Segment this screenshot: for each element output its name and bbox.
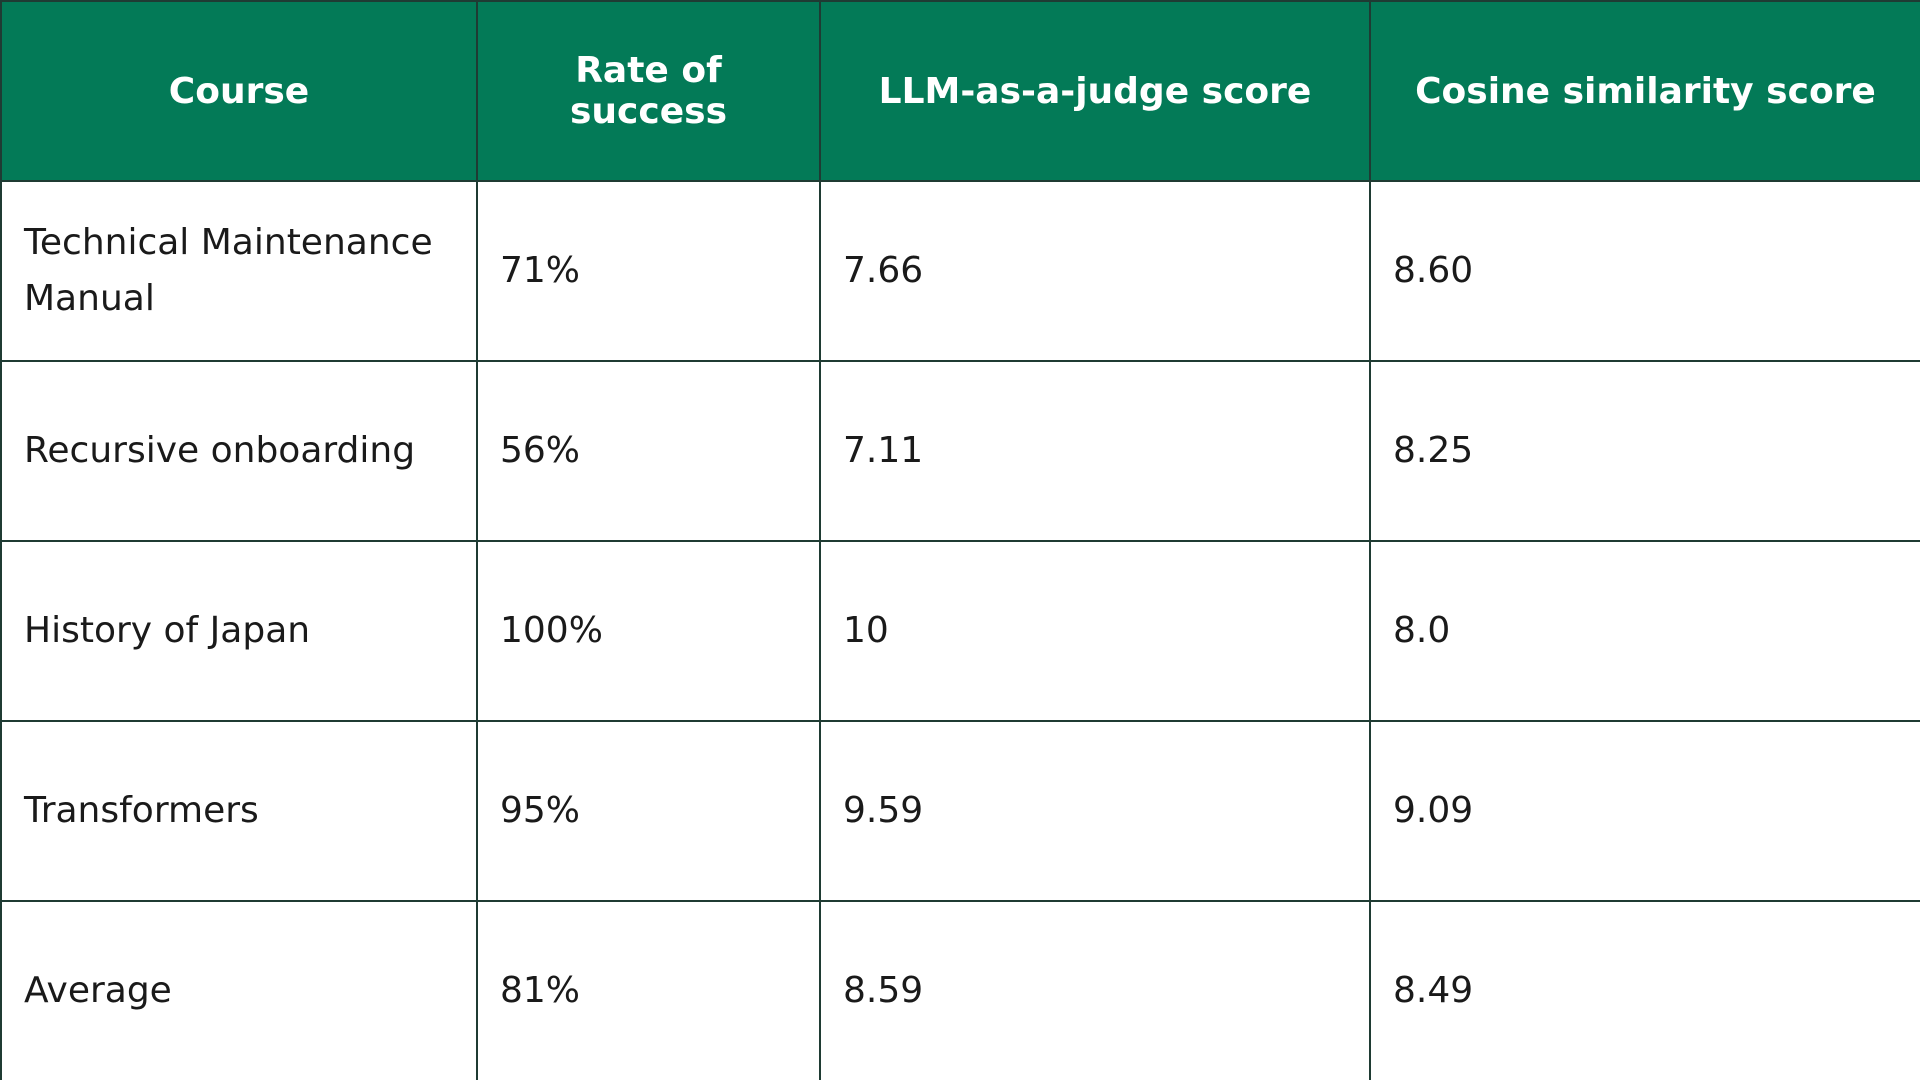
cell-llm-judge-score: 7.11 [819, 360, 1371, 542]
table-row: Technical Maintenance Manual 71% 7.66 8.… [0, 180, 1920, 362]
cell-course: Recursive onboarding [0, 360, 478, 542]
cell-course: Transformers [0, 720, 478, 902]
table-row: Recursive onboarding 56% 7.11 8.25 [0, 360, 1920, 542]
cell-course: History of Japan [0, 540, 478, 722]
cell-cosine-similarity-score: 8.25 [1369, 360, 1920, 542]
cell-rate-of-success: 81% [476, 900, 821, 1080]
cell-rate-of-success: 95% [476, 720, 821, 902]
cell-rate-of-success: 100% [476, 540, 821, 722]
cell-llm-judge-score: 10 [819, 540, 1371, 722]
cell-llm-judge-score: 8.59 [819, 900, 1371, 1080]
header-rate-of-success: Rate of success [476, 0, 821, 182]
cell-course: Average [0, 900, 478, 1080]
cell-llm-judge-score: 9.59 [819, 720, 1371, 902]
cell-cosine-similarity-score: 9.09 [1369, 720, 1920, 902]
table-row: Transformers 95% 9.59 9.09 [0, 720, 1920, 902]
cell-cosine-similarity-score: 8.60 [1369, 180, 1920, 362]
cell-cosine-similarity-score: 8.49 [1369, 900, 1920, 1080]
cell-rate-of-success: 71% [476, 180, 821, 362]
cell-course: Technical Maintenance Manual [0, 180, 478, 362]
cell-rate-of-success: 56% [476, 360, 821, 542]
header-llm-judge-score: LLM-as-a-judge score [819, 0, 1371, 182]
header-row: Course Rate of success LLM-as-a-judge sc… [0, 0, 1920, 182]
table-body: Technical Maintenance Manual 71% 7.66 8.… [0, 180, 1920, 1080]
table-header: Course Rate of success LLM-as-a-judge sc… [0, 0, 1920, 182]
table-row: History of Japan 100% 10 8.0 [0, 540, 1920, 722]
cell-llm-judge-score: 7.66 [819, 180, 1371, 362]
cell-cosine-similarity-score: 8.0 [1369, 540, 1920, 722]
header-cosine-similarity-score: Cosine similarity score [1369, 0, 1920, 182]
table-row: Average 81% 8.59 8.49 [0, 900, 1920, 1080]
header-course: Course [0, 0, 478, 182]
